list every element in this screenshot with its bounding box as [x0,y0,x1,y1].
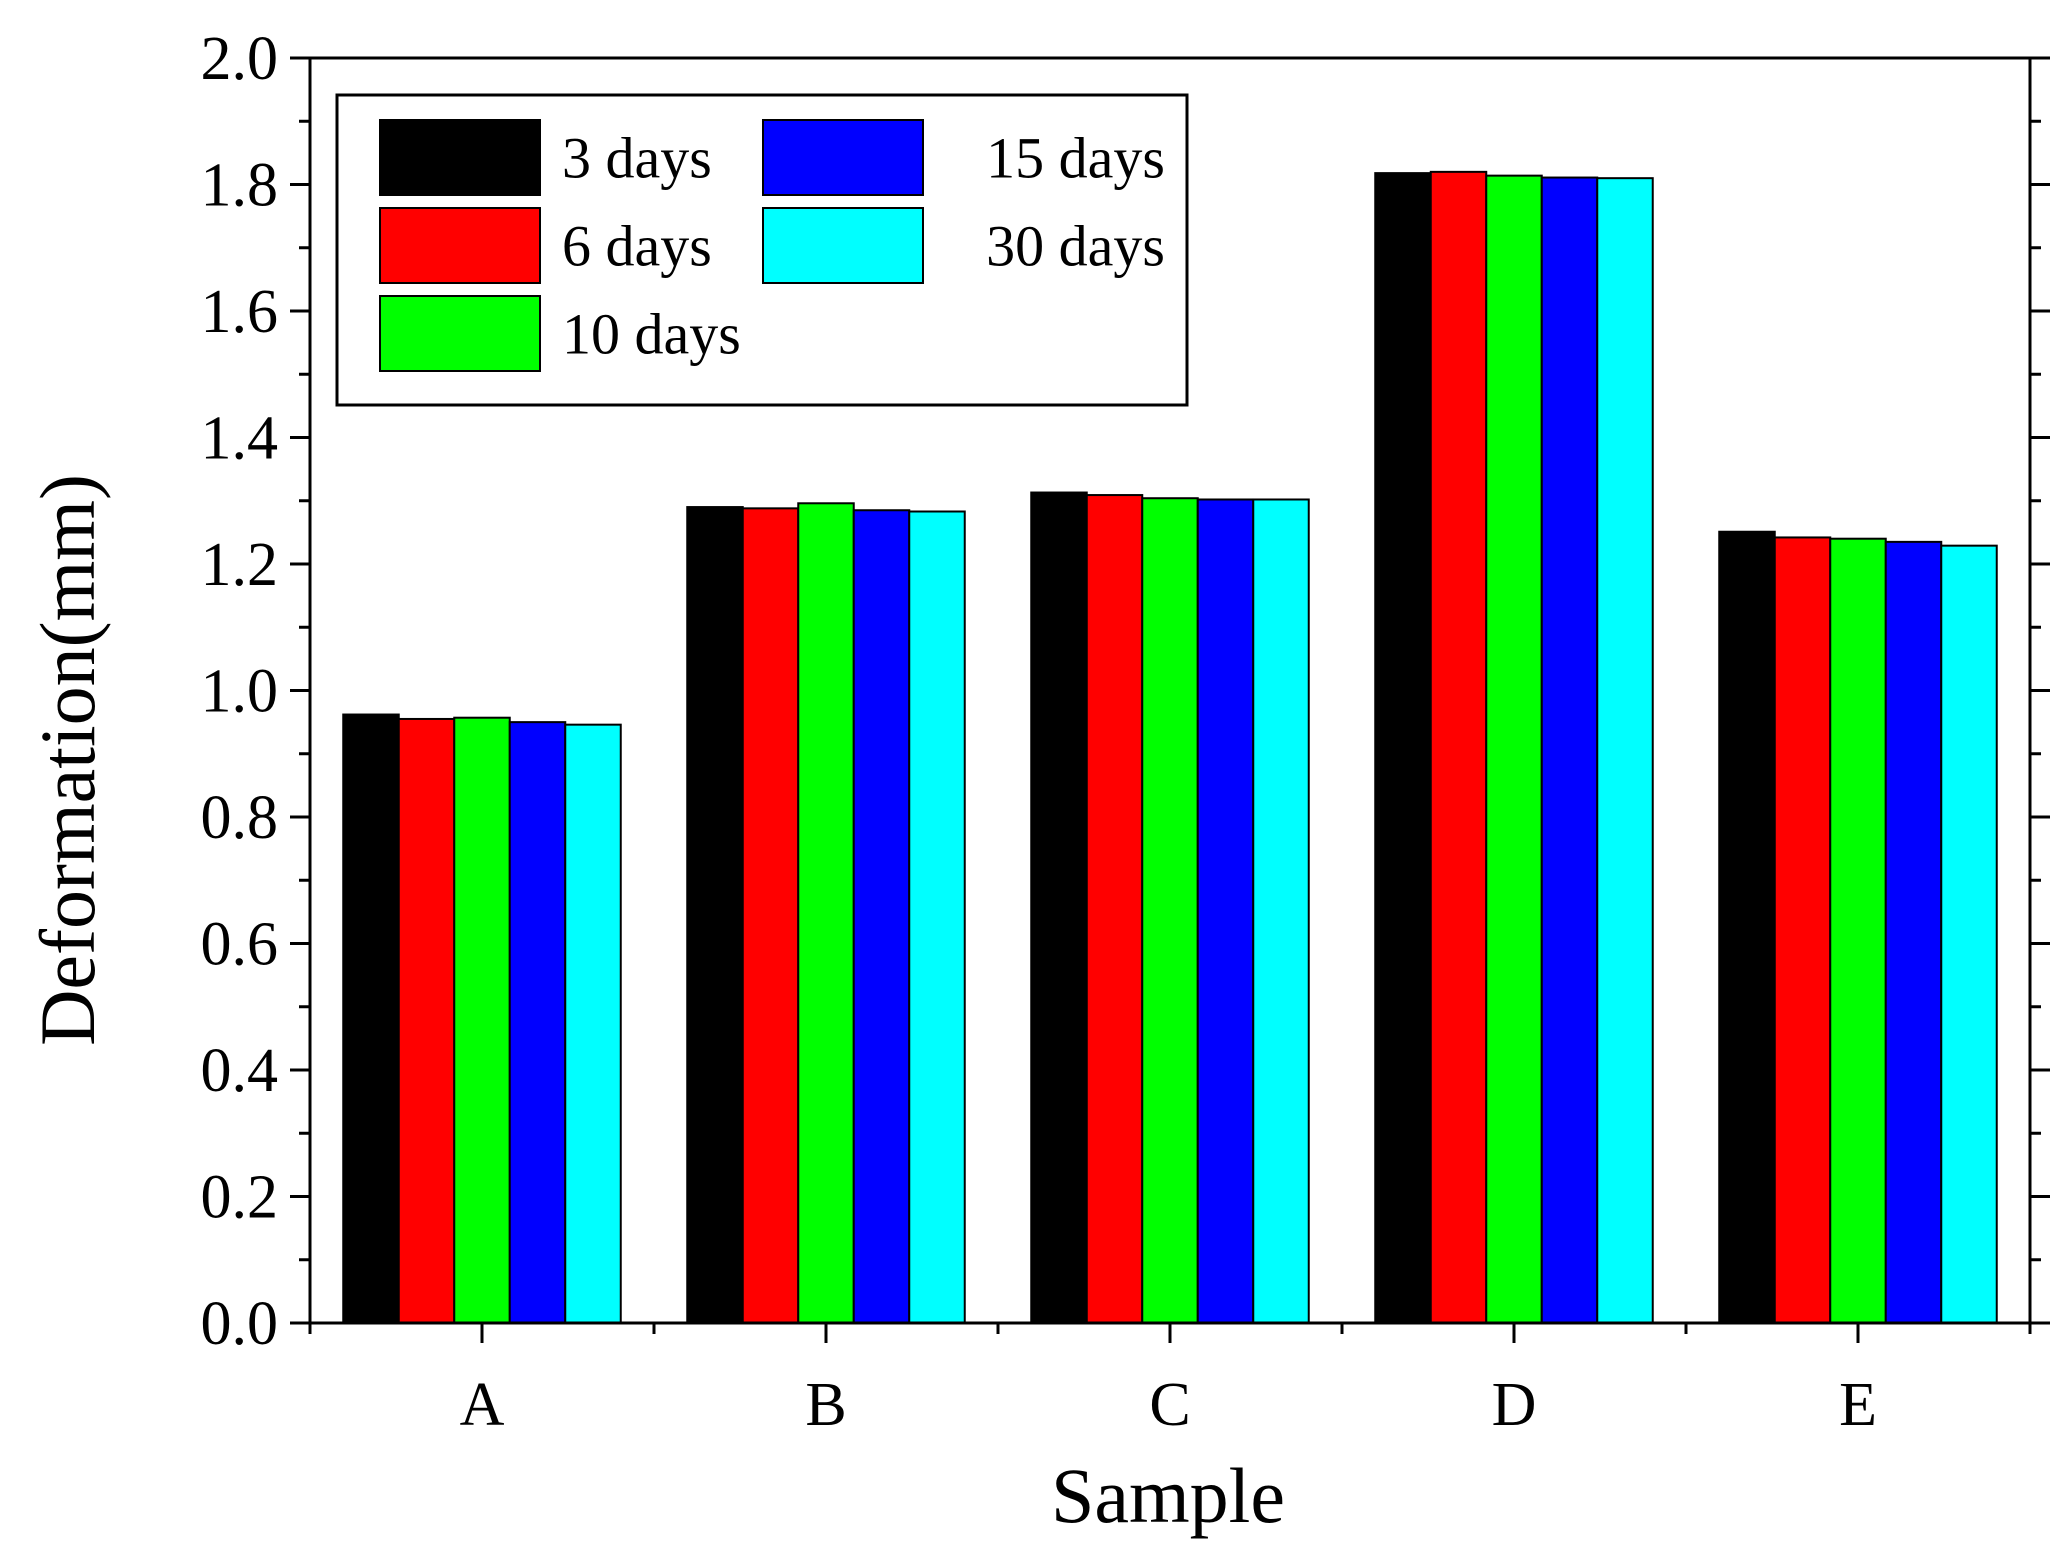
bar-15-days-C [1196,498,1255,1324]
bar-15-days-B [852,509,911,1324]
x-tick-label-B: B [805,1371,846,1439]
bar-30-days-B [908,510,966,1324]
y-tick-label: 0.2 [201,1164,279,1232]
y-axis-title: Deformation(mm) [24,474,111,1046]
legend-label-15-days: 15 days [986,126,1165,191]
bar-15-days-D [1540,176,1599,1324]
bar-30-days-A [564,723,622,1324]
legend-swatch-15-days [762,119,924,196]
labels-layer: 0.0 0.2 0.4 0.6 0.8 1.0 1.2 1.4 1.6 1.8 2.0 A B C D E [201,25,1877,1439]
y-tick-label: 1.0 [201,658,279,726]
bar-3-days-D [1374,172,1432,1324]
bar-3-days-C [1030,491,1088,1324]
bar-10-days-B [797,502,855,1324]
legend-swatch-3-days [379,119,541,196]
y-tick-label: 2.0 [201,25,279,93]
legend-label-6-days: 6 days [562,214,712,279]
y-tick-label: 1.8 [201,152,279,220]
legend-label-30-days: 30 days [986,214,1165,279]
y-tick-label: 0.8 [201,784,279,852]
bar-6-days-A [397,717,456,1324]
legend-swatch-6-days [379,207,541,284]
bar-30-days-E [1940,544,1998,1324]
legend-label-10-days: 10 days [562,302,741,367]
y-tick-label: 0.6 [201,911,279,979]
y-tick-label: 0.4 [201,1037,279,1105]
y-tick-label: 1.6 [201,278,279,346]
bar-3-days-A [342,713,400,1324]
x-tick-label-C: C [1149,1371,1190,1439]
legend: 3 days 6 days 10 days 15 days 30 days [335,93,1189,407]
legend-swatch-30-days [762,207,924,284]
y-tick-label: 0.0 [201,1290,279,1358]
bar-30-days-D [1596,177,1654,1324]
bar-15-days-E [1884,540,1943,1324]
x-tick-label-D: D [1492,1371,1537,1439]
bar-10-days-C [1141,497,1199,1325]
bar-3-days-E [1718,530,1776,1324]
bar-3-days-B [686,506,744,1324]
x-tick-label-E: E [1839,1371,1877,1439]
bar-6-days-E [1773,536,1832,1324]
bar-30-days-C [1252,498,1310,1324]
ticks-layer [290,56,2050,1343]
legend-label-3-days: 3 days [562,126,712,191]
bar-6-days-B [741,507,800,1324]
bar-10-days-A [453,716,511,1324]
bar-6-days-D [1429,170,1488,1325]
bars-layer [342,170,1998,1325]
x-tick-label-A: A [460,1371,505,1439]
bar-15-days-A [508,721,567,1325]
y-tick-label: 1.4 [201,405,279,473]
y-tick-label: 1.2 [201,531,279,599]
bar-10-days-E [1829,537,1887,1324]
bar-10-days-D [1485,174,1543,1324]
x-axis-title: Sample [1051,1452,1285,1539]
bar-6-days-C [1085,494,1144,1324]
legend-swatch-10-days [379,295,541,372]
